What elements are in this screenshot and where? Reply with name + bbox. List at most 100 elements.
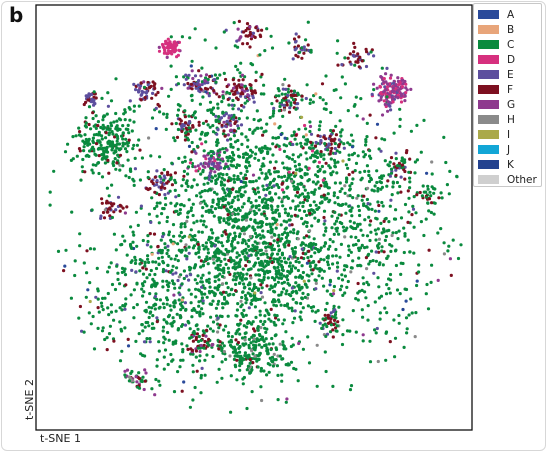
scatter-point-c: [307, 361, 312, 365]
scatter-point-f: [369, 219, 373, 223]
scatter-point-f: [151, 80, 155, 84]
scatter-point-c: [375, 169, 379, 173]
scatter-point-c: [241, 227, 245, 232]
scatter-point-c: [329, 172, 333, 176]
scatter-point-c: [368, 360, 373, 364]
scatter-point-h: [185, 219, 189, 223]
scatter-point-c: [318, 96, 322, 100]
scatter-point-c: [139, 379, 143, 383]
scatter-point-c: [263, 214, 267, 218]
scatter-point-c: [275, 364, 279, 368]
scatter-point-c: [280, 237, 284, 241]
scatter-point-c: [265, 252, 269, 256]
scatter-point-c: [243, 351, 247, 355]
scatter-point-c: [157, 340, 161, 344]
scatter-point-c: [315, 151, 319, 155]
scatter-point-c: [344, 180, 349, 184]
scatter-point-c: [318, 248, 322, 252]
scatter-point-c: [307, 244, 311, 248]
scatter-point-c: [289, 206, 293, 210]
scatter-point-c: [200, 189, 204, 194]
scatter-point-g: [392, 89, 396, 93]
scatter-point-c: [203, 292, 207, 296]
scatter-point-f: [300, 94, 304, 98]
scatter-point-c: [272, 232, 276, 237]
scatter-point-e: [349, 62, 353, 66]
scatter-point-c: [222, 178, 227, 182]
scatter-point-c: [353, 63, 357, 67]
scatter-point-c: [91, 314, 95, 319]
scatter-point-c: [77, 133, 81, 137]
scatter-point-h: [222, 350, 226, 354]
scatter-point-c: [276, 240, 280, 244]
scatter-point-h: [128, 376, 132, 380]
scatter-point-c: [363, 169, 367, 173]
scatter-point-c: [227, 190, 232, 194]
scatter-point-h: [282, 108, 287, 112]
scatter-point-c: [274, 160, 278, 164]
scatter-point-c: [154, 260, 158, 264]
scatter-point-c: [186, 138, 190, 142]
scatter-point-c: [245, 251, 249, 255]
scatter-point-c: [167, 254, 171, 258]
scatter-point-c: [213, 275, 217, 279]
scatter-point-c: [257, 119, 261, 123]
scatter-point-c: [262, 275, 266, 279]
scatter-point-c: [360, 176, 364, 180]
scatter-point-e: [296, 102, 300, 106]
scatter-point-c: [289, 214, 294, 218]
scatter-point-c: [103, 114, 107, 118]
scatter-point-e: [161, 235, 165, 239]
scatter-point-c: [277, 300, 281, 304]
scatter-point-c: [217, 299, 221, 303]
scatter-point-c: [202, 149, 206, 153]
scatter-point-c: [233, 234, 238, 238]
scatter-point-c: [212, 214, 216, 218]
scatter-point-e: [287, 99, 291, 103]
scatter-point-c: [391, 181, 395, 185]
scatter-point-f: [347, 173, 351, 177]
scatter-point-e: [239, 94, 243, 98]
scatter-point-c: [240, 295, 244, 300]
scatter-point-f: [319, 150, 323, 154]
scatter-point-c: [184, 131, 188, 135]
legend-item-j: J: [478, 142, 541, 157]
scatter-point-c: [329, 157, 333, 161]
scatter-point-c: [163, 196, 168, 200]
scatter-point-f: [209, 86, 213, 90]
scatter-point-h: [242, 232, 246, 236]
scatter-point-f: [382, 219, 386, 223]
scatter-point-d: [175, 55, 179, 59]
scatter-point-e: [272, 106, 276, 110]
scatter-point-i: [332, 289, 336, 293]
scatter-point-c: [348, 388, 353, 392]
scatter-point-c: [229, 205, 233, 209]
scatter-point-f: [331, 129, 335, 133]
scatter-point-c: [184, 307, 188, 312]
scatter-point-f: [368, 113, 372, 117]
scatter-point-f: [410, 213, 414, 217]
scatter-point-c: [146, 234, 150, 238]
scatter-point-c: [236, 302, 240, 306]
scatter-point-a: [154, 127, 158, 131]
scatter-point-g: [386, 109, 390, 113]
scatter-point-c: [240, 359, 244, 363]
scatter-point-c: [172, 319, 176, 324]
scatter-point-c: [217, 367, 221, 371]
scatter-point-c: [201, 121, 206, 125]
scatter-point-c: [203, 373, 207, 377]
scatter-point-c: [350, 266, 354, 270]
scatter-point-c: [216, 106, 220, 110]
scatter-point-c: [235, 255, 239, 259]
scatter-point-c: [183, 225, 187, 229]
scatter-point-c: [368, 223, 372, 227]
scatter-point-c: [247, 248, 252, 252]
scatter-point-c: [243, 190, 247, 194]
scatter-point-f: [150, 96, 154, 100]
scatter-point-f: [218, 323, 222, 327]
scatter-point-c: [377, 147, 381, 151]
scatter-point-c: [138, 178, 142, 182]
scatter-point-c: [406, 238, 410, 242]
scatter-point-e: [318, 321, 322, 325]
scatter-point-c: [211, 106, 216, 110]
